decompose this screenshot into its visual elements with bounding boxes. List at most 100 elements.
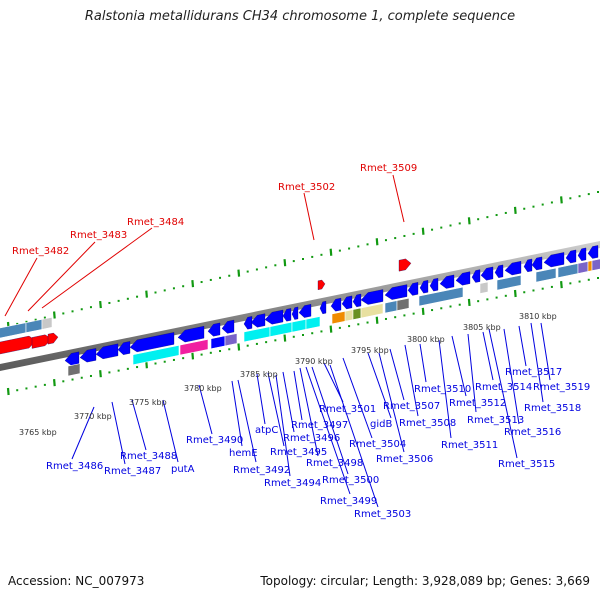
- gene-label[interactable]: Rmet_3514: [475, 382, 532, 393]
- gene-reverse: [282, 308, 292, 322]
- gene-reverse: [439, 274, 455, 289]
- gene-label[interactable]: Rmet_3499: [320, 496, 377, 507]
- gene-label[interactable]: Rmet_3503: [354, 509, 411, 520]
- kbp-label: 3810 kbp: [519, 312, 557, 321]
- tick-minor: [71, 378, 74, 381]
- gene-label[interactable]: Rmet_3513: [467, 415, 524, 426]
- gene-reverse: [455, 271, 471, 286]
- cog-box: [479, 281, 489, 294]
- cog-box: [418, 286, 464, 307]
- tick-major: [191, 280, 195, 288]
- tick-minor: [357, 323, 360, 326]
- cog-box: [352, 307, 362, 321]
- tick-minor: [578, 195, 581, 198]
- gene-label[interactable]: Rmet_3506: [376, 454, 433, 465]
- tick-minor: [394, 237, 397, 240]
- gene-label[interactable]: hemE: [229, 448, 258, 459]
- gene-label[interactable]: Rmet_3498: [306, 458, 363, 469]
- tick-major: [467, 217, 471, 225]
- cog-box: [132, 344, 180, 366]
- tick-minor: [495, 214, 498, 217]
- leader-line: [404, 344, 419, 417]
- leader-line: [231, 380, 243, 447]
- gene-label[interactable]: Rmet_3495: [270, 447, 327, 458]
- tick-major: [6, 387, 10, 396]
- cog-box: [331, 310, 347, 325]
- gene-label[interactable]: putA: [171, 464, 195, 475]
- gene-label[interactable]: gidB: [370, 419, 392, 430]
- gene-label[interactable]: Rmet_3512: [449, 398, 506, 409]
- gene-label[interactable]: Rmet_3515: [498, 459, 555, 470]
- leader-line: [467, 333, 477, 413]
- leader-line: [451, 335, 467, 397]
- tick-minor: [136, 366, 139, 369]
- leader-line: [198, 384, 213, 435]
- gene-label[interactable]: Rmet_3518: [524, 403, 581, 414]
- tick-minor: [274, 339, 277, 342]
- gene-label[interactable]: Rmet_3483: [70, 230, 127, 241]
- tick-minor: [338, 249, 341, 252]
- tick-major: [560, 196, 563, 204]
- tick-minor: [292, 335, 295, 338]
- gene-reverse: [95, 343, 119, 360]
- gene-label[interactable]: Rmet_3482: [12, 246, 69, 257]
- cog-box: [557, 263, 579, 278]
- gene-label[interactable]: Rmet_3511: [441, 440, 498, 451]
- gene-label[interactable]: Rmet_3488: [120, 451, 177, 462]
- gene-label[interactable]: Rmet_3484: [127, 217, 184, 228]
- tick-minor: [80, 376, 83, 379]
- tick-minor: [541, 287, 544, 290]
- gene-label[interactable]: Rmet_3490: [186, 435, 243, 446]
- tick-minor: [126, 367, 129, 370]
- gene-label[interactable]: Rmet_3494: [264, 478, 321, 489]
- gene-label[interactable]: Rmet_3516: [504, 427, 561, 438]
- gene-label[interactable]: Rmet_3486: [46, 461, 103, 472]
- leader-line: [311, 366, 349, 475]
- gene-label[interactable]: Rmet_3508: [399, 418, 456, 429]
- gene-label[interactable]: Rmet_3487: [104, 466, 161, 477]
- leader-line: [438, 339, 452, 439]
- tick-minor: [154, 362, 157, 365]
- gene-label[interactable]: Rmet_3517: [505, 367, 562, 378]
- gene-label[interactable]: Rmet_3504: [349, 439, 406, 450]
- gene-label[interactable]: Rmet_3510: [414, 384, 471, 395]
- tick-minor: [348, 247, 351, 250]
- leader-line: [71, 406, 95, 460]
- gene-label[interactable]: Rmet_3507: [383, 401, 440, 412]
- tick-minor: [228, 348, 231, 351]
- tick-minor: [587, 193, 590, 196]
- gene-label[interactable]: Rmet_3497: [291, 420, 348, 431]
- gene-reverse: [207, 322, 221, 337]
- tick-minor: [431, 309, 434, 312]
- gene-label[interactable]: Rmet_3519: [533, 382, 590, 393]
- cog-box: [210, 335, 226, 350]
- tick-major: [283, 334, 287, 342]
- gene-reverse: [523, 258, 533, 273]
- gene-reverse: [221, 319, 235, 334]
- tick-minor: [209, 278, 212, 281]
- gene-label[interactable]: Rmet_3502: [278, 182, 335, 193]
- leader-line: [41, 227, 153, 309]
- gene-reverse: [291, 306, 299, 320]
- gene-reverse: [531, 256, 543, 271]
- tick-minor: [394, 316, 397, 319]
- tick-minor: [495, 296, 498, 299]
- gene-label[interactable]: Rmet_3501: [319, 404, 376, 415]
- tick-minor: [62, 380, 65, 383]
- gene-track: [0, 245, 599, 366]
- label-lines: [4, 174, 551, 508]
- cog-box: [291, 318, 307, 333]
- cog-box: [179, 338, 209, 356]
- tick-minor: [80, 308, 83, 311]
- gene-label[interactable]: Rmet_3509: [360, 163, 417, 174]
- gene-label[interactable]: Rmet_3500: [322, 475, 379, 486]
- leader-line: [111, 401, 126, 465]
- tick-minor: [320, 253, 323, 256]
- gene-reverse: [298, 304, 312, 318]
- kbp-label: 3800 kbp: [407, 335, 445, 344]
- gene-label[interactable]: atpC: [255, 425, 278, 436]
- gene-label[interactable]: Rmet_3492: [233, 465, 290, 476]
- leader-line: [329, 364, 379, 508]
- gene-label[interactable]: Rmet_3496: [283, 433, 340, 444]
